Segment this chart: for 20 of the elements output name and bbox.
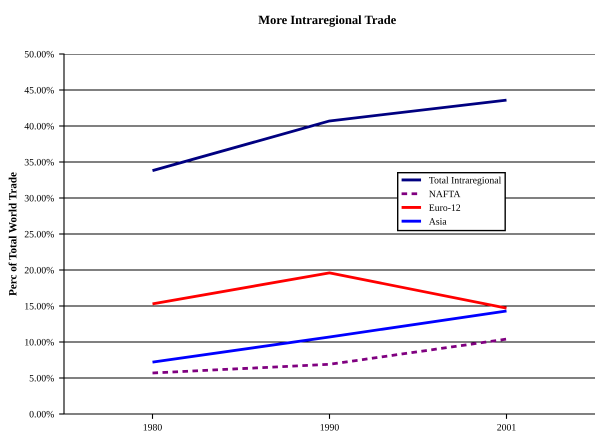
y-axis-title: Perc of Total World Trade	[8, 172, 17, 296]
y-tick-label: 30.00%	[24, 194, 54, 202]
y-tick-label: 50.00%	[24, 50, 54, 58]
chart-title: More Intraregional Trade	[258, 15, 396, 27]
y-tick-label: 35.00%	[24, 158, 54, 166]
x-tick-label: 1990	[320, 424, 339, 431]
y-tick-label: 5.00%	[30, 374, 54, 382]
legend-label: NAFTA	[429, 190, 460, 198]
legend-label: Euro-12	[429, 204, 460, 211]
y-tick-label: 40.00%	[24, 122, 54, 130]
y-tick-label: 20.00%	[24, 266, 54, 274]
y-tick-label: 0.00%	[30, 410, 54, 418]
y-tick-label: 25.00%	[24, 230, 54, 238]
legend-label: Total Intraregional	[428, 176, 502, 186]
y-tick-label: 45.00%	[24, 86, 54, 94]
legend-label: Asia	[428, 218, 447, 225]
x-tick-label: 2001	[497, 424, 516, 431]
y-tick-label: 15.00%	[25, 302, 54, 310]
x-tick-label: 1980	[144, 424, 162, 431]
y-tick-label: 10.00%	[25, 338, 54, 346]
